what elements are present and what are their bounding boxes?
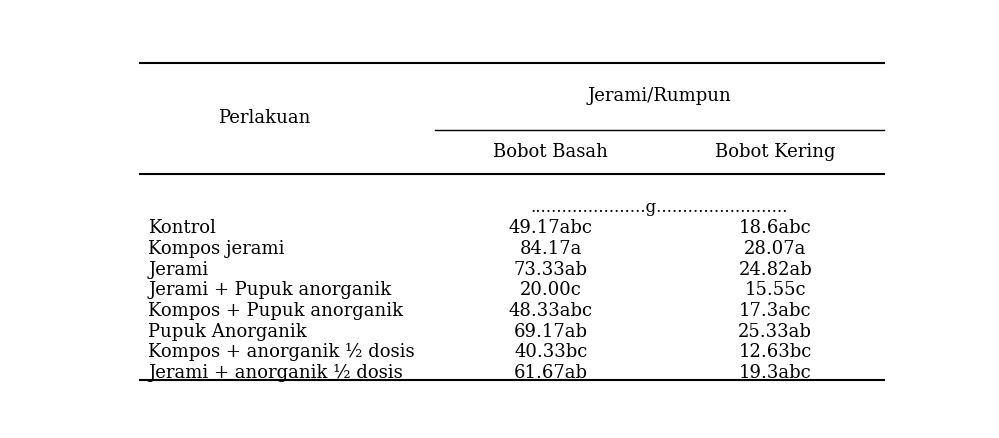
Text: Kompos + Pupuk anorganik: Kompos + Pupuk anorganik [148, 302, 404, 320]
Text: 25.33ab: 25.33ab [738, 323, 812, 341]
Text: Kontrol: Kontrol [148, 219, 216, 237]
Text: 73.33ab: 73.33ab [513, 261, 587, 279]
Text: 84.17a: 84.17a [519, 240, 581, 258]
Text: Kompos + anorganik ½ dosis: Kompos + anorganik ½ dosis [148, 343, 415, 361]
Text: Pupuk Anorganik: Pupuk Anorganik [148, 323, 307, 341]
Text: 17.3abc: 17.3abc [739, 302, 811, 320]
Text: Jerami + Pupuk anorganik: Jerami + Pupuk anorganik [148, 281, 392, 299]
Text: ......................g.........................: ......................g.................… [530, 199, 788, 216]
Text: Jerami + anorganik ½ dosis: Jerami + anorganik ½ dosis [148, 364, 403, 382]
Text: 49.17abc: 49.17abc [508, 219, 592, 237]
Text: 61.67ab: 61.67ab [513, 364, 587, 382]
Text: Perlakuan: Perlakuan [218, 110, 311, 127]
Text: Jerami/Rumpun: Jerami/Rumpun [587, 88, 731, 106]
Text: Jerami: Jerami [148, 261, 209, 279]
Text: 28.07a: 28.07a [744, 240, 806, 258]
Text: Kompos jerami: Kompos jerami [148, 240, 285, 258]
Text: Bobot Kering: Bobot Kering [715, 143, 835, 161]
Text: 20.00c: 20.00c [519, 281, 581, 299]
Text: 19.3abc: 19.3abc [739, 364, 811, 382]
Text: 69.17ab: 69.17ab [513, 323, 587, 341]
Text: 40.33bc: 40.33bc [514, 343, 587, 361]
Text: 12.63bc: 12.63bc [738, 343, 812, 361]
Text: 24.82ab: 24.82ab [738, 261, 812, 279]
Text: 15.55c: 15.55c [744, 281, 806, 299]
Text: Bobot Basah: Bobot Basah [494, 143, 608, 161]
Text: 18.6abc: 18.6abc [739, 219, 811, 237]
Text: 48.33abc: 48.33abc [508, 302, 592, 320]
